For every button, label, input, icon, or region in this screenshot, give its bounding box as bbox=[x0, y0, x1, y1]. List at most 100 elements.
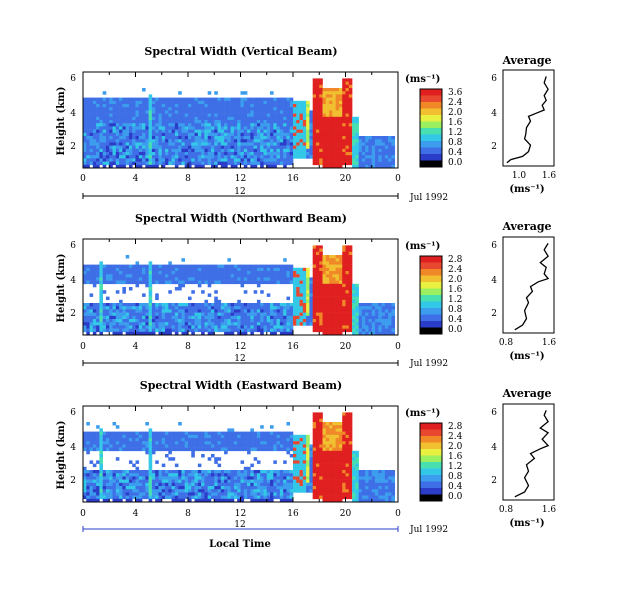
heatmap-cell bbox=[103, 133, 107, 137]
heatmap-cell bbox=[155, 268, 159, 272]
heatmap-cell bbox=[90, 155, 94, 159]
heatmap-cell bbox=[263, 322, 267, 326]
heatmap-cell bbox=[178, 486, 182, 490]
heatmap-cell bbox=[277, 126, 281, 129]
heatmap-cell bbox=[277, 438, 281, 442]
heatmap-cell bbox=[211, 142, 215, 146]
heatmap-cell bbox=[155, 158, 159, 162]
colorbar-tick: 1.2 bbox=[448, 128, 462, 138]
heatmap-cell bbox=[250, 486, 254, 490]
heatmap-cell bbox=[142, 136, 146, 140]
heatmap-cell bbox=[221, 101, 225, 105]
heatmap-cell bbox=[96, 104, 100, 108]
colorbar-swatch bbox=[420, 269, 442, 276]
heatmap-cell bbox=[349, 78, 353, 82]
heatmap-cell bbox=[165, 126, 169, 129]
heatmap-cell bbox=[313, 313, 317, 317]
heatmap-cell bbox=[106, 158, 110, 162]
colorbar-tick: 0.4 bbox=[448, 315, 463, 325]
heatmap-cell bbox=[211, 441, 215, 445]
heatmap-cell bbox=[204, 155, 208, 159]
heatmap-cell bbox=[181, 149, 185, 153]
heatmap-cell bbox=[234, 281, 238, 285]
heatmap-cell bbox=[332, 133, 336, 137]
heatmap-cell bbox=[165, 110, 169, 114]
heatmap-cell bbox=[300, 139, 304, 143]
heatmap-cell bbox=[306, 130, 310, 134]
heatmap-cell bbox=[99, 271, 103, 275]
heatmap-cell bbox=[237, 265, 241, 269]
heatmap-cell bbox=[241, 432, 245, 436]
heatmap-cell bbox=[103, 309, 107, 313]
heatmap-cell bbox=[109, 483, 113, 487]
heatmap-cell bbox=[158, 120, 162, 124]
heatmap-cell bbox=[165, 139, 169, 143]
heatmap-cell bbox=[224, 98, 228, 102]
heatmap-cell bbox=[152, 110, 156, 114]
heatmap-cell bbox=[106, 322, 110, 326]
heatmap-cell bbox=[244, 268, 248, 272]
heatmap-cell bbox=[198, 480, 202, 484]
heatmap-cell bbox=[241, 120, 245, 124]
heatmap-cell bbox=[214, 139, 218, 143]
heatmap-cell bbox=[178, 98, 182, 102]
heatmap-cell bbox=[152, 476, 156, 480]
heatmap-cell bbox=[286, 158, 290, 162]
heatmap-cell bbox=[326, 149, 330, 153]
heatmap-cell bbox=[96, 496, 100, 500]
heatmap-cell bbox=[329, 303, 333, 307]
heatmap-cell bbox=[313, 281, 317, 285]
heatmap-cell bbox=[132, 435, 136, 439]
heatmap-cell bbox=[237, 444, 241, 448]
heatmap-cell bbox=[142, 486, 146, 490]
heatmap-cell bbox=[313, 486, 317, 490]
heatmap-cell bbox=[237, 316, 241, 320]
heatmap-cell bbox=[280, 309, 284, 313]
heatmap-cell bbox=[158, 476, 162, 480]
heatmap-cell bbox=[149, 470, 153, 474]
heatmap-cell bbox=[231, 274, 235, 278]
heatmap-cell bbox=[211, 277, 215, 281]
heatmap-cell bbox=[234, 101, 238, 105]
heatmap-cell bbox=[273, 101, 277, 105]
heatmap-cell bbox=[277, 123, 281, 127]
heatmap-cell bbox=[211, 319, 215, 323]
heatmap-cell bbox=[273, 149, 277, 153]
heatmap-cell bbox=[136, 432, 140, 436]
heatmap-cell bbox=[96, 155, 100, 159]
heatmap-cell bbox=[277, 271, 281, 275]
heatmap-cell bbox=[227, 155, 231, 159]
heatmap-cell bbox=[168, 486, 172, 490]
heatmap-cell bbox=[116, 492, 120, 496]
heatmap-cell bbox=[316, 152, 320, 156]
heatmap-cell bbox=[224, 306, 228, 310]
heatmap-cell bbox=[191, 451, 195, 455]
heatmap-cell bbox=[267, 319, 271, 323]
heatmap-cell bbox=[293, 489, 297, 493]
heatmap-cell bbox=[158, 435, 162, 439]
avg-x-label: (ms⁻¹) bbox=[509, 351, 544, 362]
heatmap-cell bbox=[152, 496, 156, 500]
heatmap-cell bbox=[316, 146, 320, 150]
heatmap-cell bbox=[365, 149, 369, 153]
heatmap-cell bbox=[165, 432, 169, 436]
heatmap-cell bbox=[132, 265, 136, 269]
heatmap-cell bbox=[162, 117, 166, 121]
heatmap-cell bbox=[306, 448, 310, 452]
heatmap-cell bbox=[270, 149, 274, 153]
heatmap-cell bbox=[172, 313, 176, 317]
heatmap-cell bbox=[195, 322, 199, 326]
heatmap-cell bbox=[270, 329, 274, 333]
heatmap-cell bbox=[139, 496, 143, 500]
heatmap-cell bbox=[195, 158, 199, 162]
heatmap-cell bbox=[267, 293, 271, 297]
heatmap-cell bbox=[283, 316, 287, 320]
heatmap-cell bbox=[359, 152, 363, 156]
heatmap-cell bbox=[260, 110, 264, 114]
heatmap-cell bbox=[204, 322, 208, 326]
heatmap-cell bbox=[113, 470, 117, 474]
heatmap-cell bbox=[313, 277, 317, 281]
heatmap-cell bbox=[113, 492, 117, 496]
heatmap-cell bbox=[224, 142, 228, 146]
heatmap-cell bbox=[175, 139, 179, 143]
